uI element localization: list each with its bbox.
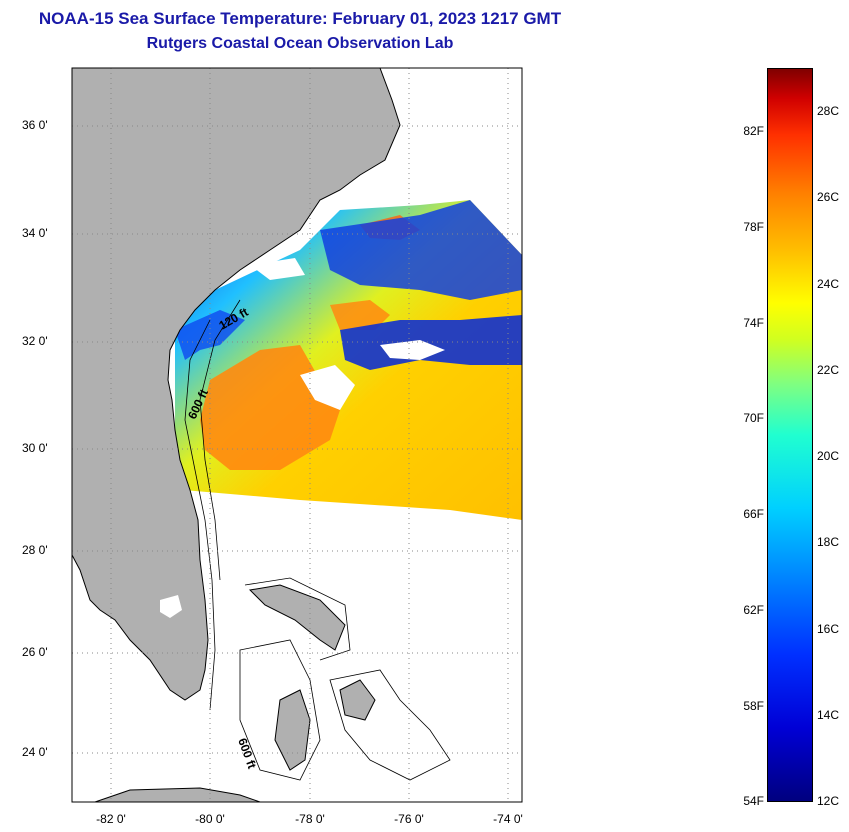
colorbar-f-label: 62F (743, 603, 764, 617)
sst-swath (160, 200, 522, 520)
colorbar-f-label: 82F (743, 124, 764, 138)
lon-label: -80 0' (195, 812, 225, 826)
lat-label: 24 0' (22, 745, 48, 759)
colorbar-c-label: 20C (817, 449, 840, 463)
temperature-colorbar (767, 68, 813, 802)
colorbar-f-label: 66F (743, 507, 764, 521)
colorbar-c-label: 24C (817, 277, 840, 291)
lat-label: 34 0' (22, 226, 48, 240)
lat-label: 36 0' (22, 118, 48, 132)
lake-okeechobee (160, 595, 182, 618)
map-frame (71, 67, 523, 803)
bathymetry-contours (184, 299, 451, 781)
lon-label: -74 0' (493, 812, 523, 826)
map-subtitle: Rutgers Coastal Ocean Observation Lab (146, 35, 454, 52)
islands (94, 584, 376, 803)
lat-label: 32 0' (22, 334, 48, 348)
land-us (71, 67, 401, 701)
colorbar-f-label: 70F (743, 411, 764, 425)
colorbar-c-label: 14C (817, 708, 840, 722)
colorbar-c-label: 28C (817, 104, 840, 118)
lat-label: 30 0' (22, 441, 48, 455)
colorbar-c-label: 12C (817, 794, 840, 808)
map-grid (72, 68, 522, 802)
lat-label: 26 0' (22, 645, 48, 659)
map-title: NOAA-15 Sea Surface Temperature: Februar… (38, 9, 562, 28)
colorbar-c-label: 26C (817, 190, 840, 204)
lat-label: 28 0' (22, 543, 48, 557)
colorbar-c-label: 16C (817, 622, 840, 636)
colorbar-c-label: 22C (817, 363, 840, 377)
lon-label: -76 0' (394, 812, 424, 826)
colorbar-f-label: 74F (743, 316, 764, 330)
colorbar-f-label: 58F (743, 699, 764, 713)
colorbar-c-label: 18C (817, 535, 840, 549)
lon-label: -82 0' (96, 812, 126, 826)
lon-label: -78 0' (295, 812, 325, 826)
colorbar-f-label: 54F (743, 794, 764, 808)
colorbar-f-label: 78F (743, 220, 764, 234)
